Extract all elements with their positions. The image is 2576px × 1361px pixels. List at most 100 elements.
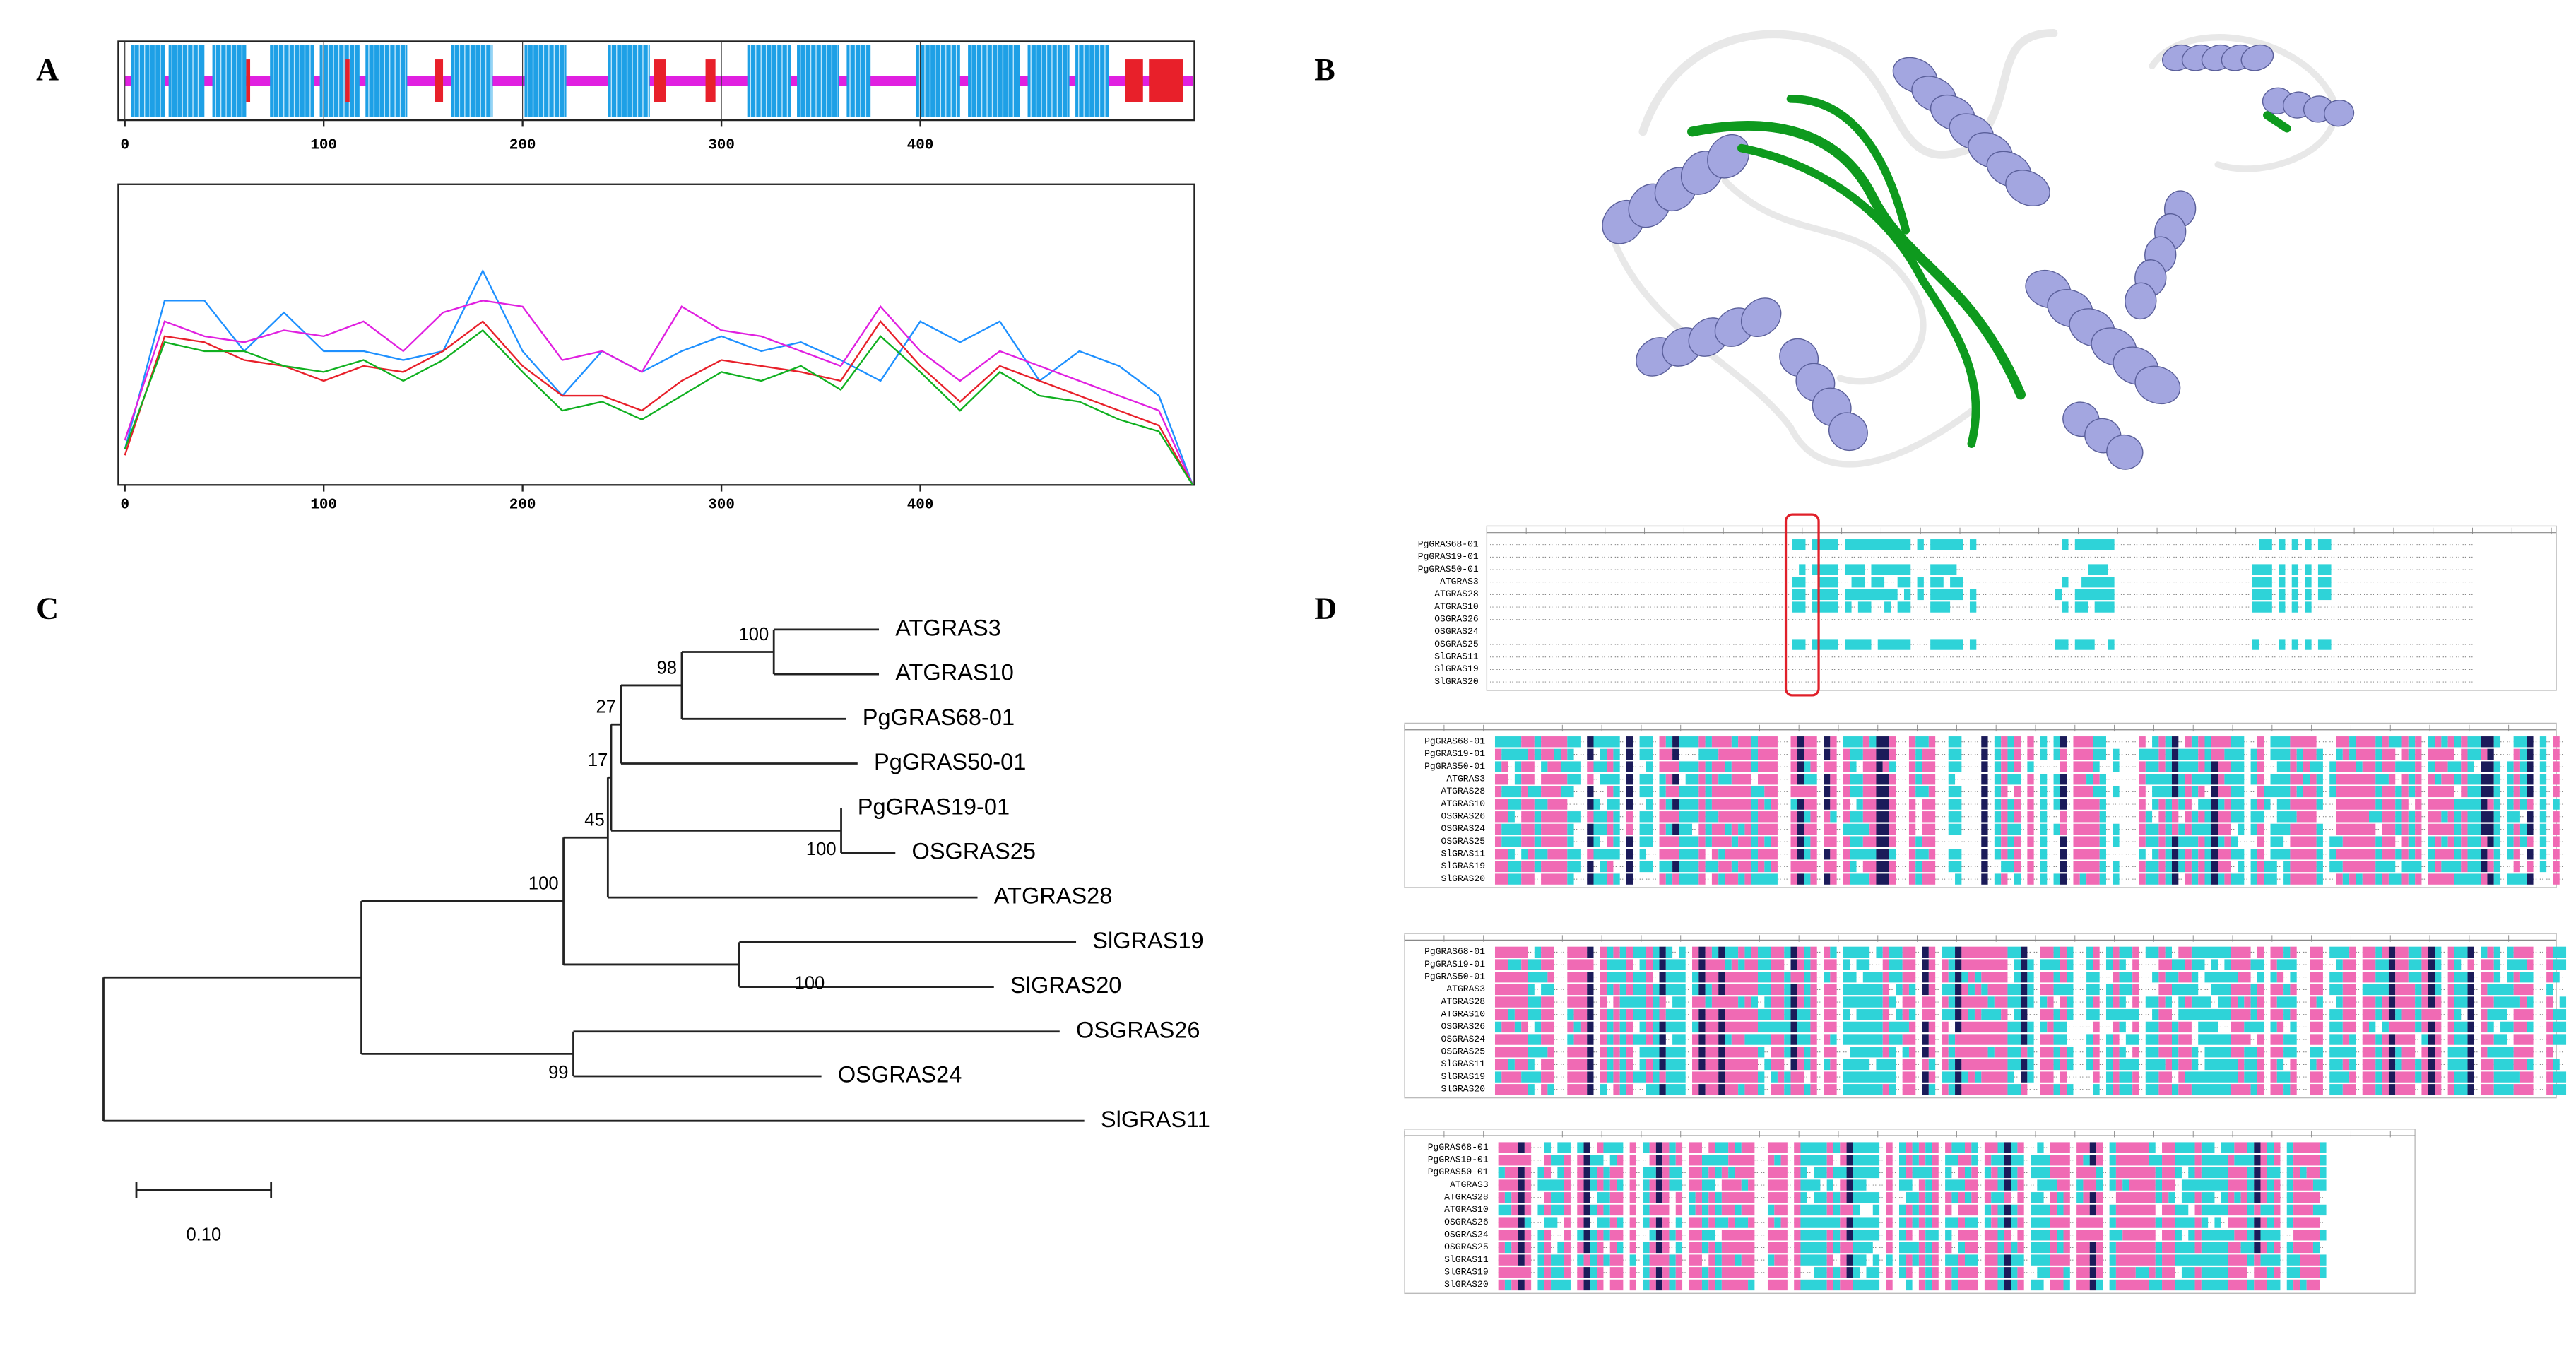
coil-loop (1607, 227, 1975, 468)
residue-shade (2388, 736, 2402, 748)
residue-shade (2415, 736, 2422, 748)
residue-shade (1705, 774, 1712, 785)
residue-shade (1587, 736, 1594, 748)
sequence-name: OSGRAS25 (1434, 639, 1479, 649)
residue-shade (1948, 748, 1962, 760)
residue-shade (2185, 811, 2192, 823)
residue-shade (2454, 774, 2462, 785)
residue-shade (1587, 811, 1594, 823)
residue-shade (1711, 873, 1719, 885)
residue-shade (2382, 836, 2396, 847)
residue-shade (2060, 761, 2067, 772)
residue-shade (2014, 748, 2021, 760)
residue-shade (1922, 861, 1936, 873)
residue-shade (1917, 577, 1924, 588)
residue-shade (1731, 774, 1751, 785)
residue-shade (1790, 811, 1797, 823)
residue-shade (2171, 761, 2179, 772)
residue-shade (2317, 539, 2332, 550)
residue-shade (1915, 748, 1922, 760)
residue-shade (1850, 786, 1863, 798)
residue-shade (2053, 786, 2060, 798)
residue-shade (2513, 849, 2520, 860)
residue-shade (1560, 786, 1574, 798)
residue-shade (2316, 836, 2323, 847)
residue-shade (1626, 786, 1633, 798)
residue-shade (1751, 799, 1759, 810)
residue-shade (2027, 774, 2034, 785)
residue-shade (2165, 836, 2172, 847)
residue-shade (1567, 736, 1581, 748)
leaf-label: OSGRAS24 (838, 1062, 962, 1088)
residue-shade (2461, 811, 2468, 823)
residue-shade (2191, 811, 2199, 823)
residue-shade (2252, 639, 2259, 650)
residue-shade (2290, 786, 2297, 798)
residue-shade (1665, 799, 1673, 810)
residue-shade (2428, 748, 2454, 760)
residue-shade (2435, 849, 2454, 860)
residue-shade (1930, 601, 1951, 613)
residue-shade (2329, 774, 2336, 785)
residue-shade (1850, 748, 1863, 760)
residue-shade (2513, 861, 2520, 873)
bootstrap-value: 100 (795, 974, 825, 994)
residue-shade (1744, 823, 1751, 835)
sequence-name: SlGRAS20 (1434, 676, 1479, 687)
residue-shade (2040, 799, 2048, 810)
helix-turn (2134, 365, 2181, 405)
residue-shade (1994, 736, 2002, 748)
bootstrap-value: 100 (739, 625, 769, 644)
residue-shade (2218, 811, 2231, 823)
residue-shade (2317, 589, 2332, 601)
leaf-label: PgGRAS50-01 (874, 749, 1026, 774)
residue-shade (1994, 774, 2002, 785)
residue-shade (1908, 761, 1916, 772)
residue-shade (2211, 774, 2218, 785)
residue-shade (1567, 836, 1574, 847)
residue-shade (1908, 786, 1916, 798)
x-tick-label: 400 (907, 497, 934, 514)
residue-shade (1792, 577, 1806, 588)
residue-shade (1862, 761, 1877, 772)
residue-shade (1915, 786, 1929, 798)
residue-shade (2185, 823, 2192, 835)
residue-shade (2257, 774, 2264, 785)
residue-shade (1981, 799, 1988, 810)
residue-shade (1593, 799, 1600, 810)
residue-shade (2152, 786, 2172, 798)
residue-shade (2270, 748, 2291, 760)
residue-shade (1711, 849, 1719, 860)
residue-shade (1799, 564, 1806, 575)
residue-shade (1698, 786, 1706, 798)
residue-shade (1541, 748, 1554, 760)
residue-shade (2513, 748, 2520, 760)
residue-shade (1843, 823, 1870, 835)
residue-shade (1679, 861, 1699, 873)
residue-shade (2099, 836, 2106, 847)
residue-shade (2553, 823, 2560, 835)
residue-shade (1790, 748, 1797, 760)
residue-shade (1764, 836, 1771, 847)
residue-shade (2014, 861, 2021, 873)
residue-shade (2382, 748, 2396, 760)
residue-shade (2296, 748, 2304, 760)
sequence-name: ATGRAS10 (1441, 799, 1486, 809)
residue-shade (1725, 849, 1751, 860)
residue-shade (1607, 748, 1614, 760)
residue-shade (2145, 761, 2159, 772)
residue-shade (2073, 786, 2093, 798)
residue-shade (2329, 786, 2336, 798)
residue-shade (2139, 849, 2146, 860)
strand (246, 59, 251, 102)
residue-shade (2204, 861, 2211, 873)
residue-shade (1889, 849, 1896, 860)
residue-shade (2001, 849, 2008, 860)
residue-shade (1764, 799, 1771, 810)
residue-shade (2040, 736, 2048, 748)
residue-shade (2447, 811, 2454, 823)
residue-shade (2527, 811, 2534, 823)
residue-shade (1969, 539, 1977, 550)
helix (168, 45, 205, 117)
residue-shade (1534, 811, 1542, 823)
